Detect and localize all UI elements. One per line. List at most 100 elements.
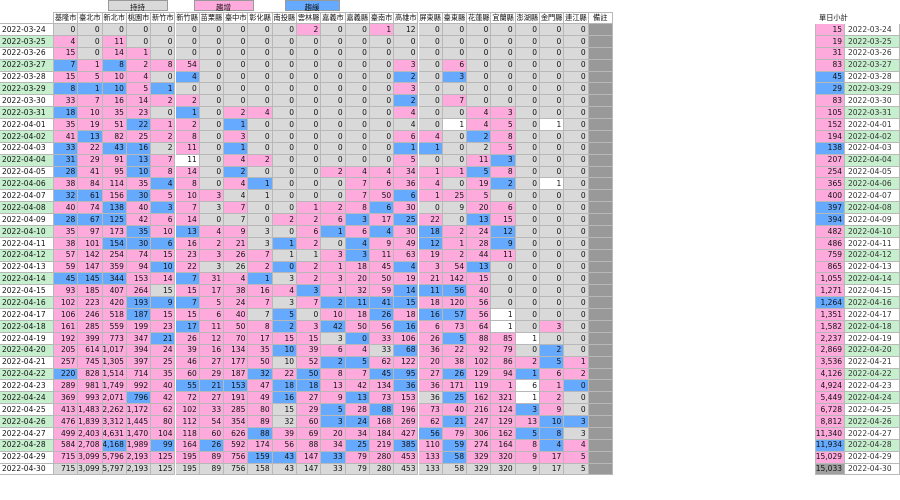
data-cell[interactable]: 5 <box>442 332 468 345</box>
data-cell[interactable]: 19 <box>78 119 103 131</box>
data-cell[interactable]: 29 <box>297 404 322 417</box>
data-cell[interactable]: 0 <box>564 249 589 262</box>
data-cell[interactable]: 0 <box>224 47 249 60</box>
data-cell[interactable]: 5 <box>321 404 346 417</box>
data-cell[interactable]: 0 <box>248 202 273 215</box>
data-cell[interactable]: 0 <box>321 71 346 84</box>
data-cell[interactable]: 119 <box>467 380 492 393</box>
data-cell[interactable]: 5 <box>199 297 225 310</box>
daily-total-cell[interactable]: 4,924 <box>815 380 845 393</box>
data-cell[interactable]: 614 <box>78 344 103 357</box>
data-cell[interactable]: 2 <box>321 166 346 179</box>
data-cell[interactable]: 1 <box>78 83 103 96</box>
data-cell[interactable]: 0 <box>126 35 152 48</box>
data-cell[interactable]: 0 <box>272 83 297 96</box>
data-cell[interactable]: 8 <box>54 83 79 96</box>
data-cell[interactable]: 9 <box>540 404 565 417</box>
data-cell[interactable]: 8 <box>175 178 200 191</box>
data-cell[interactable]: 0 <box>515 130 540 143</box>
data-cell[interactable]: 1 <box>491 380 516 393</box>
row-date[interactable]: 2022-04-09 <box>0 214 54 226</box>
data-cell[interactable]: 23 <box>126 107 152 120</box>
data-cell[interactable]: 14 <box>126 95 152 108</box>
data-cell[interactable]: 0 <box>564 225 589 238</box>
data-cell[interactable]: 0 <box>491 47 516 60</box>
data-cell[interactable]: 0 <box>564 297 589 310</box>
data-cell[interactable]: 993 <box>78 392 103 405</box>
row-date[interactable]: 2022-04-02 <box>0 130 54 143</box>
data-cell[interactable]: 280 <box>369 463 395 476</box>
data-cell[interactable]: 0 <box>467 71 492 84</box>
data-cell[interactable]: 3 <box>564 427 589 440</box>
data-cell[interactable]: 289 <box>54 380 79 393</box>
data-cell[interactable] <box>588 392 613 405</box>
data-cell[interactable]: 19 <box>418 249 443 262</box>
data-cell[interactable]: 199 <box>126 321 152 333</box>
data-cell[interactable]: 3 <box>418 261 443 274</box>
data-cell[interactable]: 8 <box>102 59 127 72</box>
data-cell[interactable]: 2 <box>321 297 346 310</box>
data-cell[interactable]: 0 <box>151 107 176 120</box>
data-cell[interactable]: 0 <box>297 142 322 155</box>
data-cell[interactable]: 0 <box>515 59 540 72</box>
data-cell[interactable]: 2 <box>394 71 419 84</box>
data-cell[interactable]: 306 <box>467 427 492 440</box>
data-cell[interactable]: 4,168 <box>102 439 127 452</box>
data-cell[interactable]: 97 <box>78 225 103 238</box>
data-cell[interactable]: 4 <box>345 344 370 357</box>
data-cell[interactable]: 257 <box>54 356 79 369</box>
data-cell[interactable]: 7 <box>175 202 200 215</box>
row-date[interactable]: 2022-04-30 <box>0 463 54 476</box>
data-cell[interactable]: 21 <box>151 332 176 345</box>
data-cell[interactable]: 19 <box>467 178 492 191</box>
data-cell[interactable]: 9 <box>321 392 346 405</box>
data-cell[interactable]: 8 <box>491 130 516 143</box>
data-cell[interactable]: 22 <box>78 142 103 155</box>
daily-total-cell[interactable]: 11,934 <box>815 439 845 452</box>
data-cell[interactable]: 134 <box>224 344 249 357</box>
data-cell[interactable]: 142 <box>442 273 468 286</box>
data-cell[interactable]: 0 <box>297 190 322 203</box>
data-cell[interactable]: 0 <box>321 190 346 203</box>
data-cell[interactable] <box>588 59 613 72</box>
data-cell[interactable]: 796 <box>126 392 152 405</box>
data-cell[interactable]: 125 <box>151 463 176 476</box>
data-cell[interactable]: 13 <box>126 154 152 167</box>
data-cell[interactable]: 0 <box>345 47 370 60</box>
data-cell[interactable]: 3 <box>345 214 370 226</box>
data-cell[interactable]: 38 <box>54 237 79 250</box>
data-cell[interactable]: 246 <box>78 309 103 321</box>
data-cell[interactable]: 2,262 <box>102 404 127 417</box>
data-cell[interactable]: 46 <box>175 356 200 369</box>
data-cell[interactable]: 11 <box>175 154 200 167</box>
data-cell[interactable]: 518 <box>102 309 127 321</box>
data-cell[interactable]: 6 <box>418 321 443 333</box>
data-cell[interactable]: 0 <box>199 214 225 226</box>
data-cell[interactable] <box>588 95 613 108</box>
row-date[interactable]: 2022-04-22 <box>0 368 54 381</box>
data-cell[interactable]: 4 <box>175 71 200 84</box>
data-cell[interactable]: 1 <box>515 392 540 405</box>
data-cell[interactable]: 40 <box>442 404 468 417</box>
data-cell[interactable]: 0 <box>515 297 540 310</box>
data-cell[interactable]: 30 <box>394 202 419 215</box>
row-date[interactable]: 2022-04-18 <box>0 321 54 333</box>
data-cell[interactable]: 2 <box>297 214 322 226</box>
data-cell[interactable]: 195 <box>175 451 200 464</box>
data-cell[interactable]: 6 <box>345 225 370 238</box>
data-cell[interactable]: 7 <box>345 190 370 203</box>
data-cell[interactable]: 1,017 <box>102 344 127 357</box>
data-cell[interactable]: 11 <box>491 249 516 262</box>
data-cell[interactable]: 15 <box>272 332 297 345</box>
row-date[interactable]: 2022-04-21 <box>0 356 54 369</box>
data-cell[interactable]: 45 <box>369 368 395 381</box>
data-cell[interactable]: 32 <box>54 190 79 203</box>
data-cell[interactable]: 1 <box>540 119 565 131</box>
data-cell[interactable]: 18 <box>418 297 443 310</box>
data-cell[interactable]: 0 <box>297 83 322 96</box>
data-cell[interactable]: 0 <box>345 119 370 131</box>
row-date[interactable]: 2022-04-23 <box>0 380 54 393</box>
data-cell[interactable]: 13 <box>321 380 346 393</box>
data-cell[interactable]: 344 <box>102 273 127 286</box>
